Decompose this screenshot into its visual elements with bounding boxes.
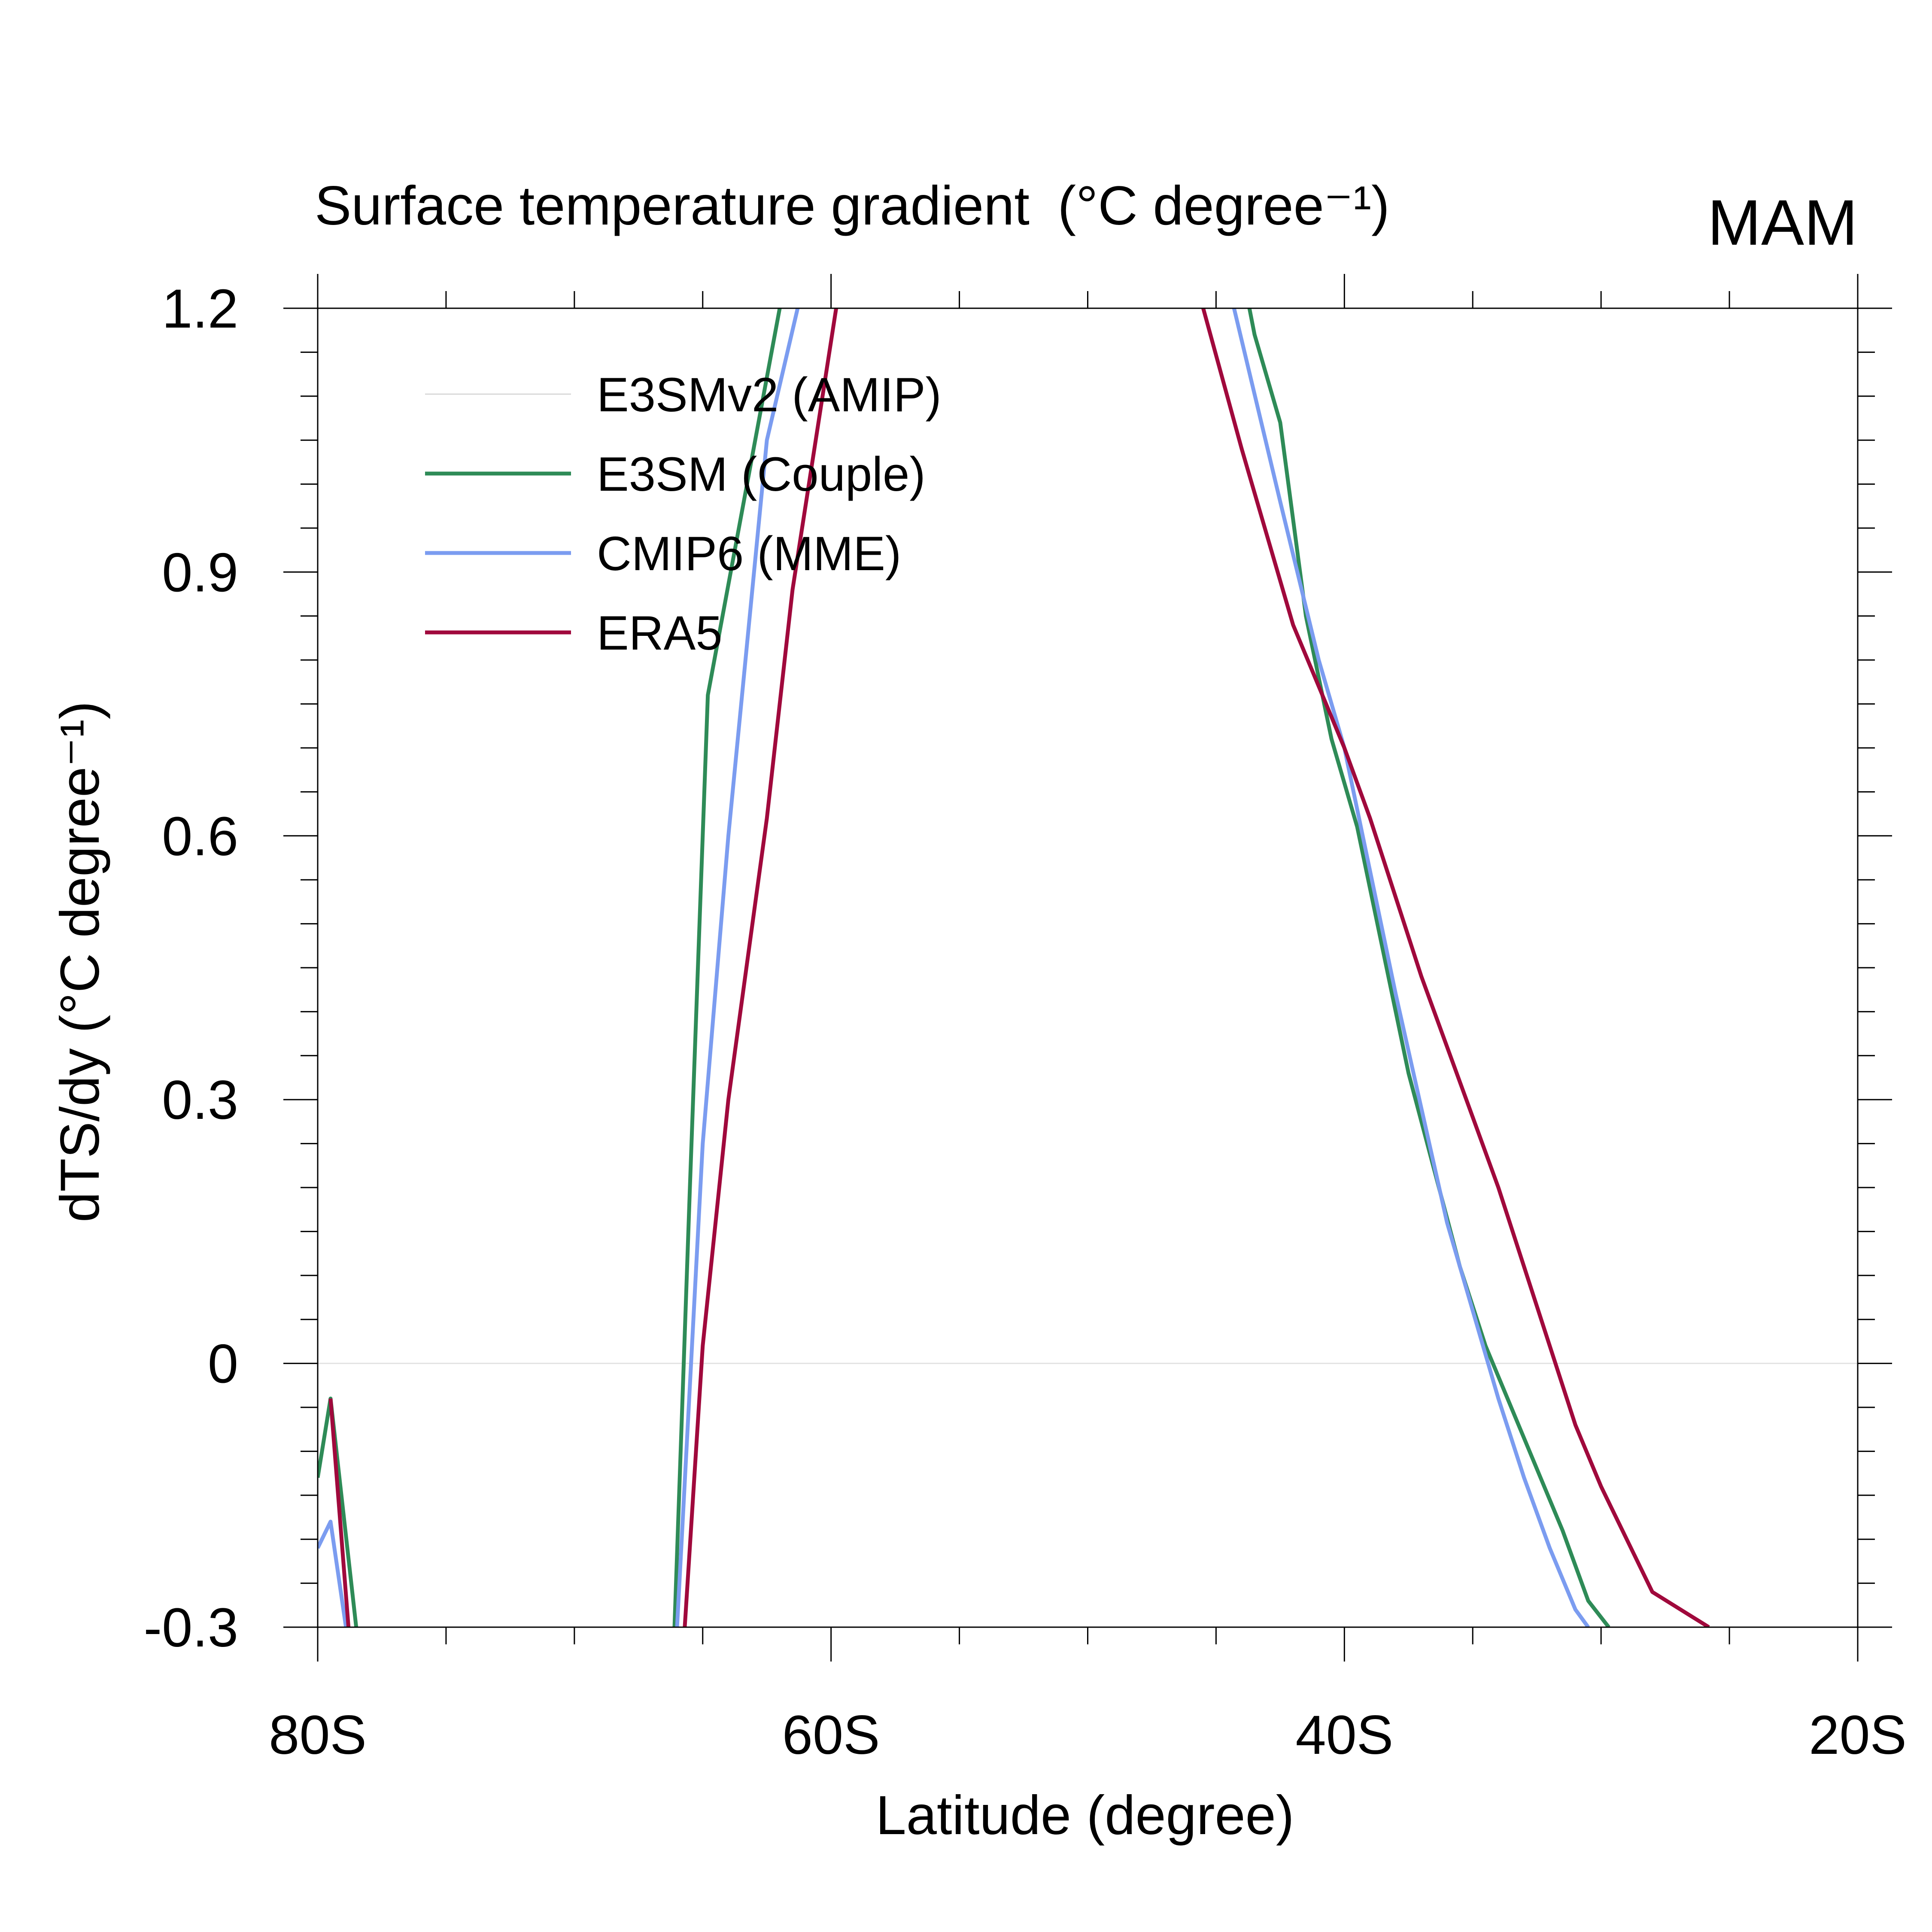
series-line-era5 — [328, 1398, 351, 1627]
series-layer — [318, 308, 1710, 1627]
x-axis-label: Latitude (degree) — [876, 1785, 1294, 1846]
x-tick-label: 40S — [1295, 1704, 1393, 1766]
series-line-era5 — [683, 308, 838, 1627]
x-tick-labels: 80S 60S 40S 20S — [269, 1704, 1907, 1766]
season-label: MAM — [1707, 186, 1858, 258]
series-line-cmip6-mme — [318, 1519, 348, 1627]
axis-ticks — [283, 274, 1892, 1662]
y-tick-label: 0.6 — [162, 806, 238, 867]
legend: E3SMv2 (AMIP) E3SM (Couple) CMIP6 (MME) ERA… — [425, 368, 942, 660]
series-line-cmip6-mme — [675, 308, 800, 1627]
legend-label-e3sm-couple: E3SM (Couple) — [597, 447, 926, 501]
y-tick-label: 1.2 — [162, 278, 238, 340]
series-line-e3sm-couple — [318, 1397, 358, 1627]
series-line-cmip6-mme — [1232, 308, 1590, 1627]
legend-label-cmip6-mme: CMIP6 (MME) — [597, 527, 901, 580]
x-tick-label: 80S — [269, 1704, 367, 1766]
chart-title-unit: (°C degree⁻¹) — [1058, 175, 1390, 237]
y-axis-label: dTS/dy (°C degree⁻¹) — [49, 701, 111, 1222]
chart-title-text: Surface temperature gradient — [315, 175, 1030, 237]
series-line-era5 — [1201, 308, 1710, 1627]
plot-frame — [317, 307, 1859, 1628]
y-tick-labels: -0.3 0 0.3 0.6 0.9 1.2 — [143, 278, 238, 1659]
chart-title: Surface temperature gradient (°C degree⁻… — [315, 175, 1390, 237]
y-tick-label: -0.3 — [143, 1597, 238, 1659]
series-line-e3sm-couple — [672, 308, 782, 1627]
y-tick-label: 0.3 — [162, 1069, 238, 1131]
legend-label-era5: ERA5 — [597, 606, 723, 660]
x-tick-label: 20S — [1809, 1704, 1907, 1766]
y-tick-label: 0.9 — [162, 542, 238, 603]
x-tick-label: 60S — [782, 1704, 880, 1766]
chart-title-group: Surface temperature gradient (°C degree⁻… — [315, 175, 1858, 258]
legend-label-e3smv2-amip: E3SMv2 (AMIP) — [597, 368, 942, 422]
series-line-e3sm-couple — [1247, 308, 1610, 1627]
y-tick-label: 0 — [208, 1334, 238, 1395]
